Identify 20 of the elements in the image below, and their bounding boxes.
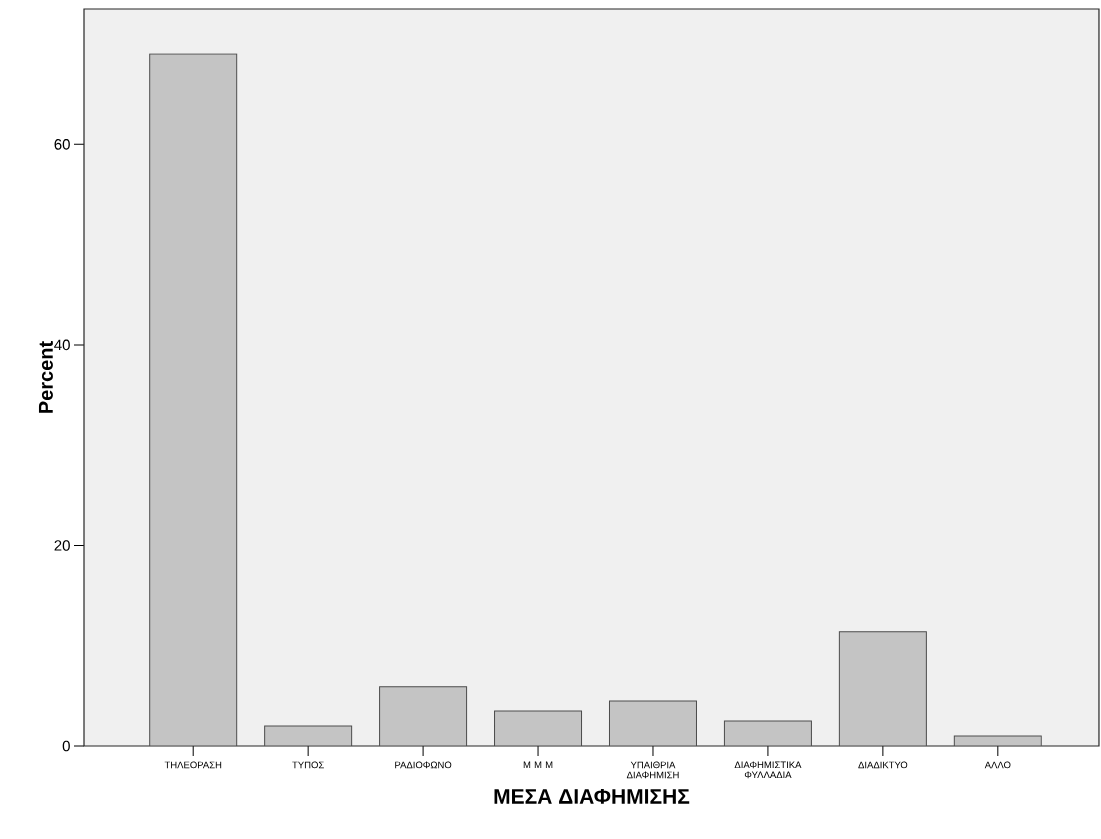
x-tick-label: ΑΛΛΟ bbox=[984, 761, 1011, 769]
y-tick-label: 0 bbox=[62, 740, 70, 752]
y-tick-label: 40 bbox=[54, 339, 70, 351]
bar bbox=[723, 720, 812, 746]
y-tick-label: 20 bbox=[54, 540, 70, 551]
bar bbox=[379, 686, 468, 746]
x-tick-label: Μ Μ Μ bbox=[523, 761, 553, 769]
bar bbox=[149, 53, 238, 746]
y-axis-title: Percent bbox=[38, 341, 53, 413]
x-tick-label: ΡΑΔΙΟΦΩΝΟ bbox=[395, 761, 452, 769]
bar bbox=[608, 700, 697, 746]
x-tick-label: ΤΗΛΕΟΡΑΣΗ bbox=[164, 761, 222, 769]
bar bbox=[494, 710, 583, 746]
bar bbox=[838, 631, 927, 746]
x-tick-label: ΤΥΠΟΣ bbox=[292, 761, 324, 769]
y-tick-label: 60 bbox=[54, 139, 70, 150]
x-tick-label: ΥΠΑΙΘΡΙΑ ΔΙΑΦΗΜΙΣΗ bbox=[626, 761, 679, 779]
x-tick-label: ΔΙΑΔΙΚΤΥΟ bbox=[858, 761, 908, 769]
x-axis-title: ΜΕΣΑ ΔΙΑΦΗΜΙΣΗΣ bbox=[494, 789, 690, 804]
x-tick-label: ΔΙΑΦΗΜΙΣΤΙΚΑ ΦΥΛΛΑΔΙΑ bbox=[734, 761, 802, 779]
